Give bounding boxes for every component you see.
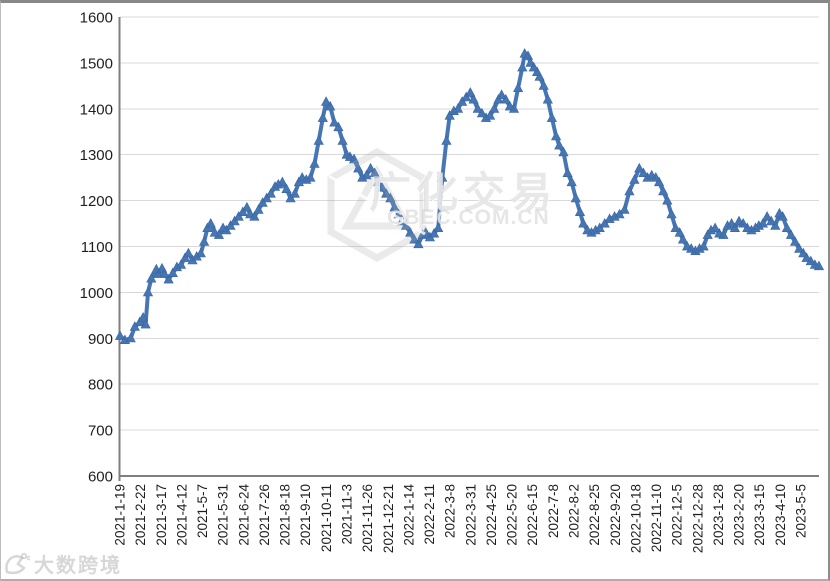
x-axis-tick-label: 2022-11-10	[649, 484, 664, 552]
y-axis-tick-label: 1400	[80, 101, 113, 118]
x-axis-tick-label: 2021-8-18	[278, 484, 293, 546]
y-axis-tick-label: 1100	[81, 239, 113, 256]
x-axis-tick-label: 2023-1-28	[711, 484, 726, 546]
x-axis-tick-label: 2023-5-5	[794, 484, 809, 538]
x-axis-tick-label: 2022-4-25	[484, 484, 499, 546]
price-series-line	[118, 51, 821, 343]
x-axis-tick-label: 2021-5-7	[195, 484, 210, 538]
x-axis-tick-label: 2021-11-3	[340, 484, 355, 545]
y-axis-tick-label: 1000	[80, 285, 113, 302]
x-axis-tick-label: 2023-3-15	[752, 484, 767, 546]
x-axis-tick-label: 2022-3-8	[443, 484, 458, 538]
y-axis-tick-label: 600	[88, 469, 113, 486]
x-axis-tick-label: 2022-3-31	[463, 484, 478, 546]
x-axis-tick-label: 2021-6-24	[236, 484, 251, 546]
x-axis-tick-label: 2022-12-28	[690, 484, 705, 553]
x-axis-tick-label: 2022-8-2	[567, 484, 582, 538]
x-axis-tick-label: 2021-9-10	[298, 484, 313, 546]
x-axis-tick-label: 2022-10-18	[628, 484, 643, 553]
x-axis-tick-label: 2022-6-15	[525, 484, 540, 546]
x-axis-tick-label: 2021-2-22	[133, 484, 148, 546]
x-axis-tick-label: 2021-11-26	[360, 484, 375, 552]
x-axis-tick-label: 2023-2-20	[732, 484, 747, 546]
x-axis-tick-label: 2023-4-10	[773, 484, 788, 546]
x-axis-tick-label: 2022-12-5	[670, 484, 685, 546]
x-axis-tick-label: 2021-4-12	[174, 484, 189, 546]
y-axis-tick-label: 1200	[80, 193, 113, 210]
price-series-markers	[114, 48, 825, 344]
x-axis-tick-label: 2021-12-21	[381, 484, 396, 553]
x-axis-tick-label: 2022-5-20	[505, 484, 520, 546]
x-axis-tick-label: 2021-5-31	[216, 484, 231, 546]
x-axis-tick-label: 2022-9-20	[608, 484, 623, 546]
y-axis-tick-label: 1600	[80, 10, 113, 27]
x-axis-tick-label: 2022-7-8	[546, 484, 561, 538]
x-axis-tick-label: 2022-2-11	[422, 484, 437, 545]
y-axis-tick-label: 700	[88, 423, 113, 440]
x-axis-tick-label: 2021-7-26	[257, 484, 272, 546]
x-axis-tick-label: 2021-10-11	[319, 484, 334, 552]
y-axis-tick-label: 1500	[80, 55, 113, 72]
x-axis-tick-label: 2022-8-25	[587, 484, 602, 546]
y-axis-tick-label: 900	[88, 331, 113, 348]
y-axis-tick-label: 800	[88, 377, 113, 394]
y-axis-tick-label: 1300	[80, 147, 113, 164]
x-axis-tick-label: 2021-3-17	[154, 484, 169, 546]
x-axis-tick-label: 2021-1-19	[113, 484, 128, 546]
price-line-chart: 1600 1500 1400 1300 1200 1100 1000 900 800 700 600…	[80, 10, 825, 553]
x-axis-tick-label: 2022-1-14	[401, 484, 416, 546]
